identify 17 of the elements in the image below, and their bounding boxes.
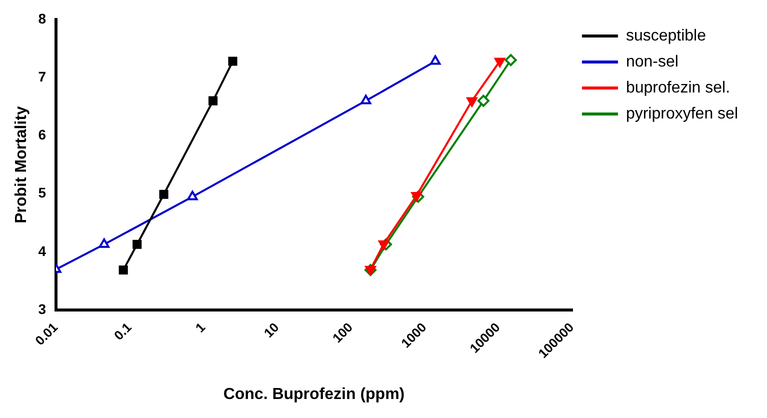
x-tick-label: 0.1 xyxy=(110,320,134,344)
y-tick-label: 6 xyxy=(38,126,46,143)
legend-label: pyriproxyfen sel xyxy=(626,105,738,122)
x-axis-title: Conc. Buprofezin (ppm) xyxy=(223,386,405,403)
y-tick-label: 7 xyxy=(38,68,46,84)
y-axis-title: Probit Mortality xyxy=(13,106,30,224)
y-tick-label: 8 xyxy=(38,10,46,26)
y-tick-label: 5 xyxy=(38,184,46,201)
legend-label: non-sel xyxy=(626,53,678,70)
y-tick-label: 4 xyxy=(38,242,46,259)
x-tick-label: 100 xyxy=(330,320,356,346)
y-tick-label: 3 xyxy=(38,300,46,317)
x-tick-label: 0.01 xyxy=(32,320,61,348)
x-tick-label: 1 xyxy=(192,320,208,336)
legend-label: buprofezin sel. xyxy=(626,79,730,96)
legend-label: susceptible xyxy=(626,27,706,44)
x-tick-label: 10 xyxy=(260,320,282,340)
